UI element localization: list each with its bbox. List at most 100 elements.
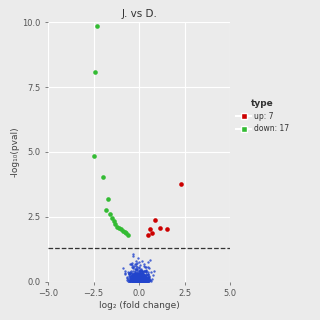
Point [133,278,139,284]
Point [146,272,151,277]
Point [142,272,148,277]
Point [142,278,147,283]
Point [143,279,148,284]
Point [135,274,140,279]
Point [135,278,140,283]
Point [146,276,151,282]
Point [143,278,148,283]
Point [139,276,144,281]
Point [135,275,140,280]
Point [125,269,131,275]
Point [135,272,140,277]
Point [133,273,138,278]
Point [122,268,127,274]
Point [140,278,145,283]
Point [140,278,145,283]
Point [140,278,145,284]
Point [128,262,133,267]
Point [127,274,132,279]
Point [123,270,128,276]
Point [133,276,138,281]
Point [122,229,127,234]
Point [141,276,146,281]
Point [131,275,136,280]
Point [141,277,146,282]
Point [133,276,139,281]
Point [140,268,145,273]
Point [138,279,143,284]
Point [140,278,145,283]
Point [137,267,142,272]
Point [129,274,134,279]
Point [136,255,141,260]
Point [133,277,138,282]
Point [146,278,151,283]
Point [136,278,141,284]
Point [137,273,142,278]
Point [136,278,141,284]
Point [139,277,144,282]
Point [139,277,144,282]
Point [139,276,144,282]
Point [131,271,136,276]
Point [130,278,135,283]
Point [135,271,140,276]
Point [132,274,138,279]
Point [138,277,143,282]
Point [137,271,142,276]
Point [138,274,143,279]
Point [140,270,145,276]
Point [139,270,144,275]
Point [140,273,145,278]
Point [139,275,144,280]
Point [127,270,132,276]
Point [139,266,144,271]
Point [135,277,140,282]
Point [134,277,139,282]
Point [140,277,145,282]
Point [136,276,141,281]
Point [138,276,143,282]
Point [142,276,147,281]
Point [132,271,137,276]
Point [140,278,145,284]
Point [141,274,147,279]
Point [132,273,137,278]
Point [143,278,148,283]
Legend: up: 7, down: 17: up: 7, down: 17 [236,99,289,133]
Point [132,274,137,279]
Point [132,278,138,283]
Point [134,276,139,281]
Point [138,278,143,283]
Point [138,275,143,280]
Point [113,221,118,227]
Point [135,276,140,281]
Point [120,228,125,233]
Point [132,273,137,278]
Point [135,277,140,282]
Point [134,271,139,276]
Point [136,277,141,282]
Point [135,274,140,279]
Point [139,273,144,278]
Point [134,279,139,284]
Point [143,269,148,274]
Point [138,278,143,283]
Point [134,275,140,280]
Point [138,274,143,279]
Point [137,274,142,279]
Point [131,277,136,283]
Point [138,273,143,278]
Point [133,275,139,280]
Point [142,278,147,283]
Point [134,277,139,282]
Point [138,276,143,281]
Point [139,279,144,284]
Point [136,279,141,284]
Point [135,279,140,284]
Point [136,276,141,281]
Point [143,274,148,279]
Point [142,279,147,284]
Point [136,277,141,282]
Point [133,277,138,282]
